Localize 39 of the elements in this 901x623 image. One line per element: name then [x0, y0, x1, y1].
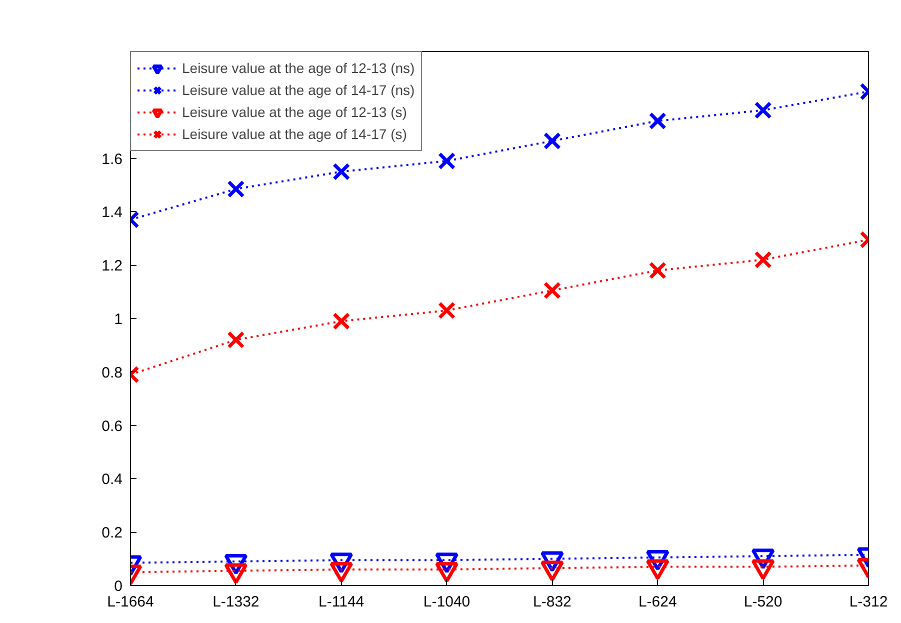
y-tick-label: 0: [114, 578, 122, 595]
point: [438, 302, 456, 320]
point: [227, 180, 245, 198]
y-tick-label: 1.4: [102, 204, 123, 222]
point: [330, 562, 354, 583]
point: [435, 562, 459, 583]
y-tick-label: 0.8: [102, 364, 123, 382]
x-tick-label: L-312: [849, 594, 888, 610]
y-tick-label: 1: [114, 311, 122, 328]
y-tick-label: 1.2: [102, 258, 123, 275]
legend-label: Leisure value at the age of 14-17 (ns): [182, 82, 415, 98]
point: [754, 101, 772, 120]
point: [754, 250, 772, 269]
point: [332, 162, 350, 180]
legend-label: Leisure value at the age of 14-17 (s): [182, 126, 407, 142]
x-tick-label: L-832: [533, 594, 572, 610]
point: [543, 282, 562, 300]
legend-label: Leisure value at the age of 12-13 (s): [182, 104, 407, 120]
x-tick-label: L-1664: [107, 594, 154, 610]
x-tick-label: L-624: [638, 594, 677, 610]
point: [227, 331, 245, 349]
point: [332, 312, 350, 330]
point: [540, 560, 564, 582]
y-tick-label: 0.6: [102, 418, 123, 435]
point: [646, 559, 670, 580]
x-tick-label: L-520: [744, 594, 782, 610]
point: [648, 262, 666, 280]
point: [543, 132, 562, 150]
y-tick-label: 0.2: [102, 524, 123, 542]
legend-label: Leisure value at the age of 12-13 (ns): [182, 60, 415, 76]
point: [224, 563, 248, 584]
point: [751, 559, 775, 580]
point: [648, 112, 666, 130]
y-tick-label: 0.4: [102, 471, 123, 488]
point: [438, 152, 456, 170]
x-tick-label: L-1332: [212, 594, 260, 610]
y-tick-label: 1.6: [102, 150, 123, 168]
x-tick-label: L-1144: [318, 594, 364, 610]
x-tick-label: L-1040: [423, 594, 470, 610]
